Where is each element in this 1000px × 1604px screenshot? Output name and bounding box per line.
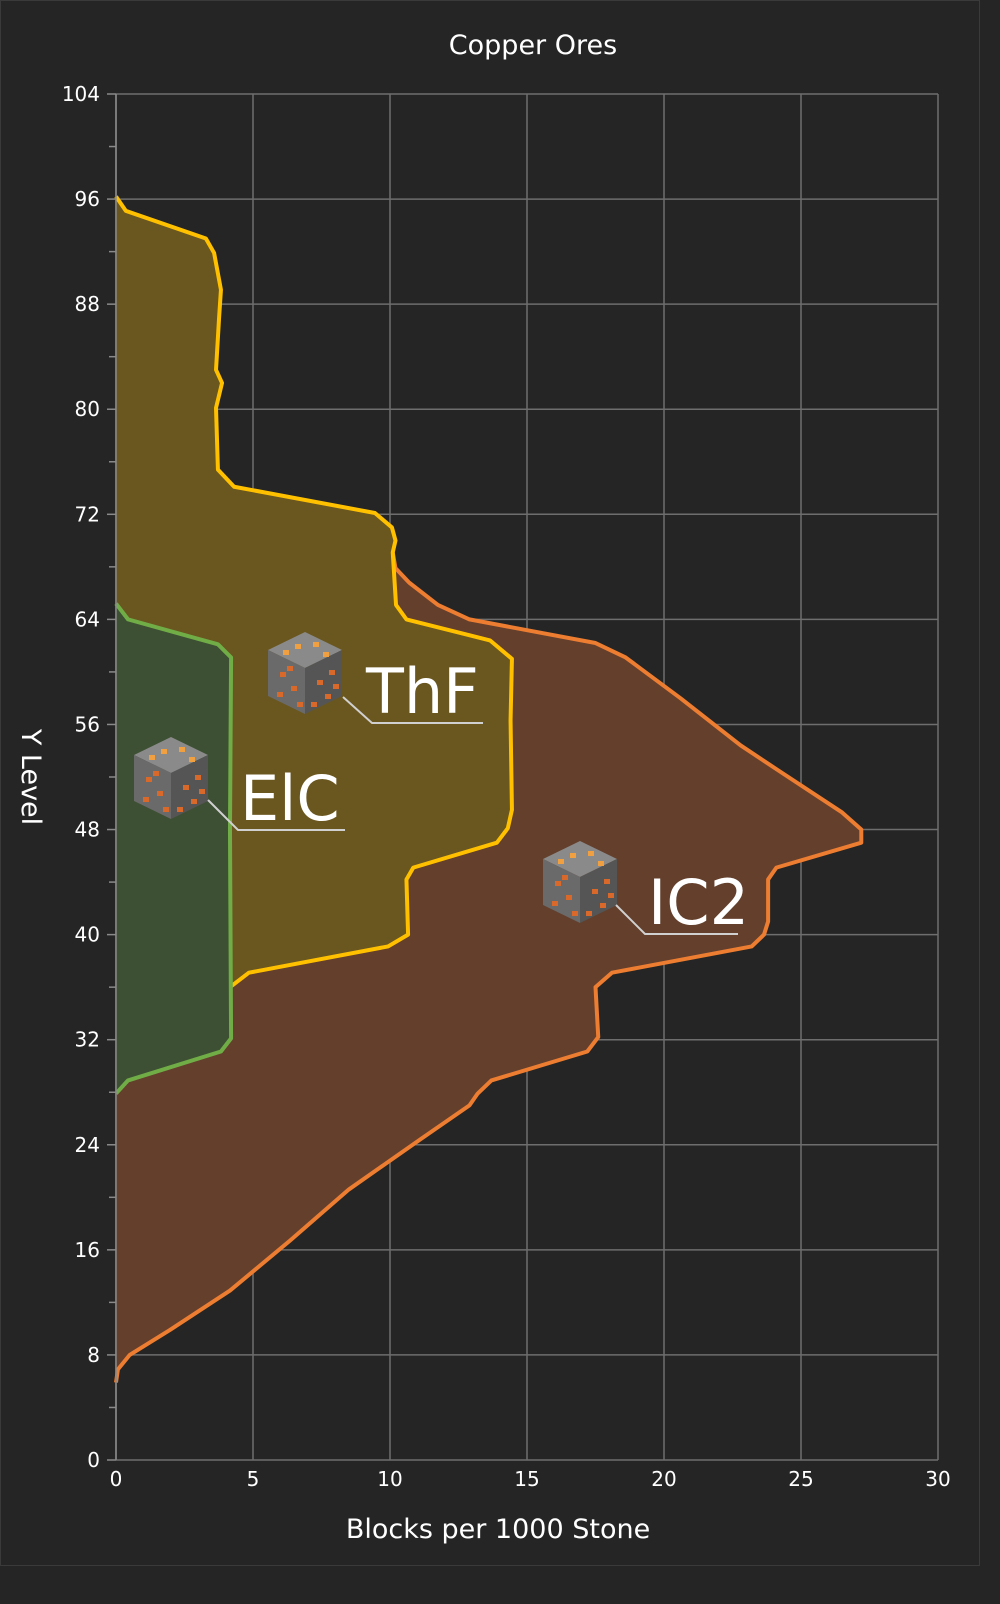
annotations: ThF ElC IC2 xyxy=(134,632,749,939)
x-tick-label: 30 xyxy=(925,1467,950,1491)
cube-left xyxy=(543,859,580,923)
y-tick-label: 80 xyxy=(75,397,100,421)
y-tick-label: 72 xyxy=(75,502,100,526)
ore-speck xyxy=(283,650,289,655)
ore-speck xyxy=(333,684,339,689)
ore-speck xyxy=(189,757,195,762)
ore-speck xyxy=(157,791,163,796)
series-areas xyxy=(114,195,864,1383)
cube-right xyxy=(580,859,617,923)
x-tick-label: 25 xyxy=(788,1467,813,1491)
ore-speck xyxy=(600,903,606,908)
ore-speck xyxy=(191,799,197,804)
y-tick-label: 48 xyxy=(75,818,100,842)
y-tick-label: 24 xyxy=(75,1133,100,1157)
y-tick-label: 32 xyxy=(75,1028,100,1052)
ore-speck xyxy=(552,901,558,906)
ore-speck xyxy=(562,875,568,880)
ore-speck xyxy=(598,861,604,866)
annotation-label: IC2 xyxy=(648,866,749,939)
ore-speck xyxy=(570,853,576,858)
y-tick-label: 96 xyxy=(75,187,100,211)
x-tick-label: 0 xyxy=(110,1467,123,1491)
cube-left xyxy=(134,755,171,819)
x-tick-label: 5 xyxy=(247,1467,260,1491)
series-line-ic2 xyxy=(114,552,864,1383)
ore-speck xyxy=(572,911,578,916)
y-tick-label: 64 xyxy=(75,607,100,631)
ore-speck xyxy=(297,702,303,707)
area-fill-elc xyxy=(116,603,232,1094)
ore-speck xyxy=(555,881,561,886)
annotation-label: ThF xyxy=(365,655,479,728)
ore-speck xyxy=(163,807,169,812)
copper-ore-block-icon xyxy=(268,632,342,714)
ore-speck xyxy=(195,775,201,780)
annotation-leader-line xyxy=(342,696,483,724)
ore-speck xyxy=(177,807,183,812)
ore-speck xyxy=(153,771,159,776)
ore-speck xyxy=(295,644,301,649)
ore-speck xyxy=(311,702,317,707)
x-axis-label: Blocks per 1000 Stone xyxy=(346,1514,650,1545)
y-tick-label: 16 xyxy=(75,1238,100,1262)
y-tick-label: 0 xyxy=(87,1448,100,1472)
annotation-leader-line xyxy=(615,904,738,935)
ore-speck xyxy=(179,747,185,752)
ore-speck xyxy=(608,893,614,898)
ore-speck xyxy=(592,889,598,894)
annotation-leader-line xyxy=(207,799,345,831)
ore-speck xyxy=(558,859,564,864)
series-line-thf xyxy=(114,195,514,989)
ore-speck xyxy=(313,642,319,647)
y-tick-label: 88 xyxy=(75,292,100,316)
y-tick-label: 56 xyxy=(75,712,100,736)
ore-speck xyxy=(183,785,189,790)
ore-speck xyxy=(161,749,167,754)
ore-speck xyxy=(199,789,205,794)
cube-left xyxy=(268,650,305,714)
ore-speck xyxy=(323,652,329,657)
ore-speck xyxy=(317,680,323,685)
ore-speck xyxy=(588,851,594,856)
copper-ore-block-icon xyxy=(543,841,617,923)
ore-speck xyxy=(287,666,293,671)
copper-ore-block-icon xyxy=(134,737,208,819)
axis-ticks: 0 5 10 15 20 25 30 0 8 16 24 32 40 48 56 64 72 80 88 96 104 xyxy=(62,82,951,1491)
x-tick-label: 15 xyxy=(514,1467,539,1491)
ore-speck xyxy=(604,879,610,884)
ore-speck xyxy=(291,686,297,691)
ore-speck xyxy=(329,670,335,675)
x-tick-label: 10 xyxy=(377,1467,402,1491)
y-tick-label: 40 xyxy=(75,923,100,947)
cube-right xyxy=(305,650,342,714)
cube-right xyxy=(171,755,208,819)
ore-speck xyxy=(280,672,286,677)
ore-speck xyxy=(325,694,331,699)
ore-speck xyxy=(143,797,149,802)
ore-speck xyxy=(146,777,152,782)
chart-title: Copper Ores xyxy=(449,30,617,61)
y-axis-label: Y Level xyxy=(15,728,46,825)
ore-speck xyxy=(149,755,155,760)
ore-speck xyxy=(586,911,592,916)
y-tick-label: 104 xyxy=(62,82,100,106)
ore-speck xyxy=(566,895,572,900)
y-tick-label: 8 xyxy=(87,1343,100,1367)
series-line-elc xyxy=(114,602,234,1095)
annotation-label: ElC xyxy=(240,762,340,835)
x-tick-label: 20 xyxy=(651,1467,676,1491)
ore-speck xyxy=(277,692,283,697)
